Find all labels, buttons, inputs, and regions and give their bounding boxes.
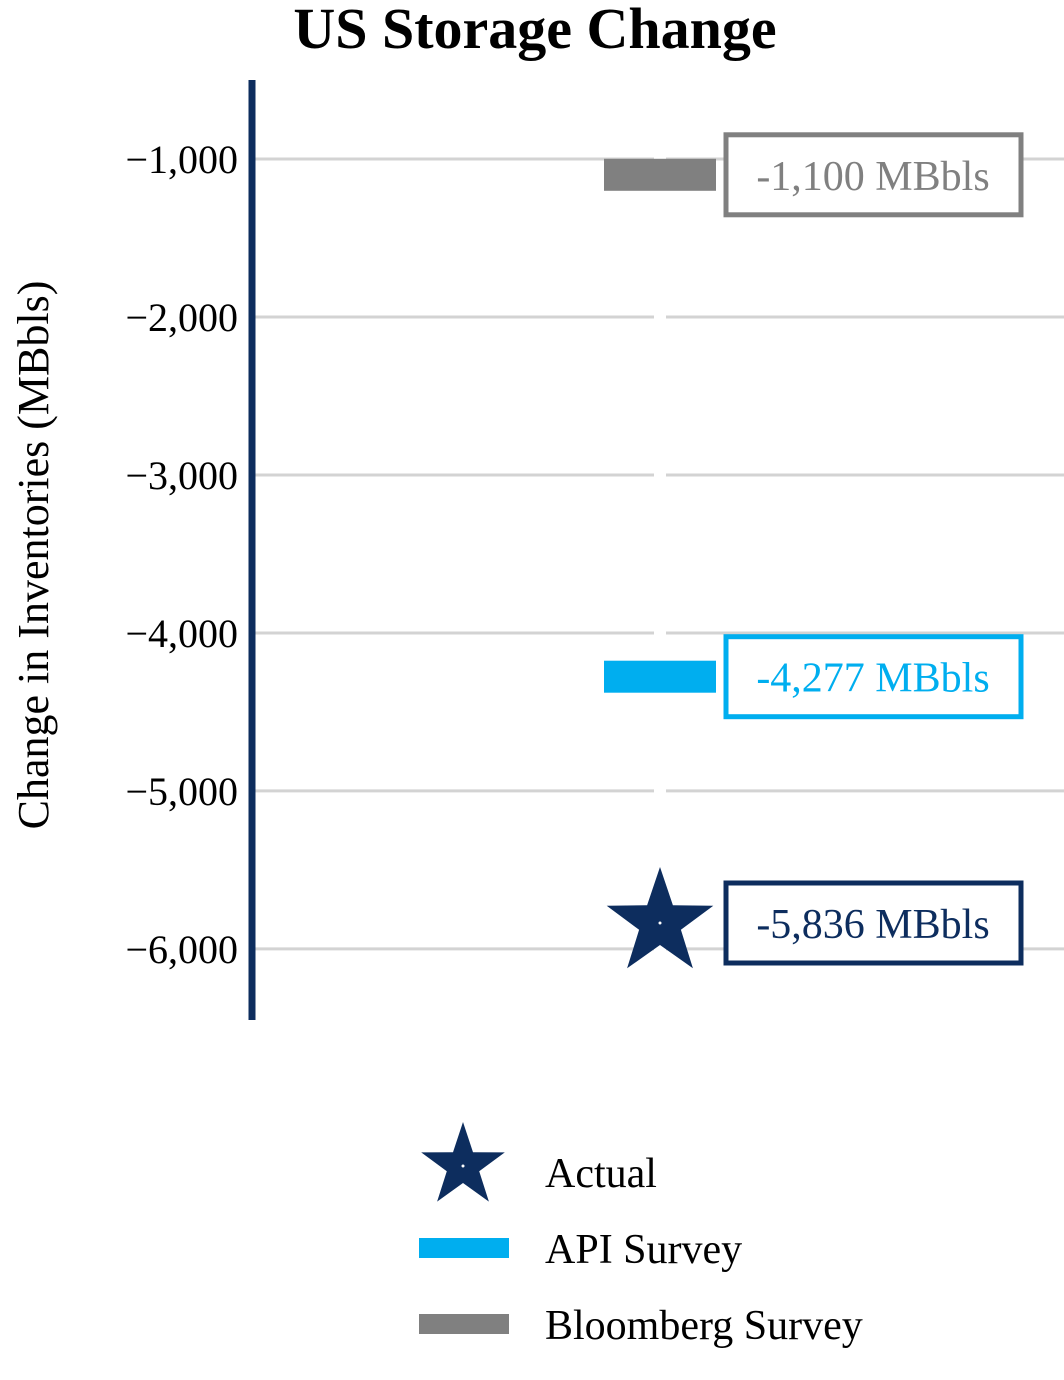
survey-bar-marker xyxy=(604,158,716,191)
legend-item: API Survey xyxy=(419,1227,742,1273)
survey-bar-marker xyxy=(604,660,716,693)
data-marks: -5,836 MBbls -4,277 MBbls -1,100 MBbls xyxy=(604,132,1024,969)
value-label: -1,100 MBbls xyxy=(756,154,989,200)
y-tick-label: −5,000 xyxy=(125,769,238,814)
y-tick-label: −2,000 xyxy=(125,295,238,340)
value-label-box xyxy=(723,880,1024,966)
series-actual: -5,836 MBbls xyxy=(606,867,1024,969)
value-label: -4,277 MBbls xyxy=(756,656,989,702)
chart-title: US Storage Change xyxy=(293,0,776,61)
series-bloomberg-survey: -1,100 MBbls xyxy=(604,132,1024,218)
legend-label: Bloomberg Survey xyxy=(545,1303,863,1349)
legend: Actual API Survey Bloomberg Survey xyxy=(419,1122,863,1349)
legend-label: API Survey xyxy=(545,1227,742,1273)
y-tick-label: −4,000 xyxy=(125,611,238,656)
legend-item: Actual xyxy=(421,1122,657,1202)
actual-star-marker xyxy=(606,867,714,969)
value-label: -5,836 MBbls xyxy=(756,902,989,948)
legend-star-icon xyxy=(421,1122,505,1202)
y-tick-labels: −1,000 −2,000 −3,000 −4,000 −5,000 −6,000 xyxy=(125,137,238,972)
star-center-dot xyxy=(658,921,662,925)
legend-bar-icon xyxy=(419,1238,509,1258)
value-label-box xyxy=(723,132,1024,218)
legend-bar-icon xyxy=(419,1314,509,1334)
y-tick-label: −3,000 xyxy=(125,453,238,498)
y-tick-label: −6,000 xyxy=(125,927,238,972)
grid-lines xyxy=(252,157,1064,951)
legend-label: Actual xyxy=(545,1151,657,1197)
y-axis-title: Change in Inventories (MBbls) xyxy=(9,281,58,830)
value-label-box xyxy=(723,634,1024,720)
y-tick-label: −1,000 xyxy=(125,137,238,182)
legend-star-center-dot xyxy=(461,1164,465,1168)
legend-item: Bloomberg Survey xyxy=(419,1303,863,1349)
series-api-survey: -4,277 MBbls xyxy=(604,634,1024,720)
